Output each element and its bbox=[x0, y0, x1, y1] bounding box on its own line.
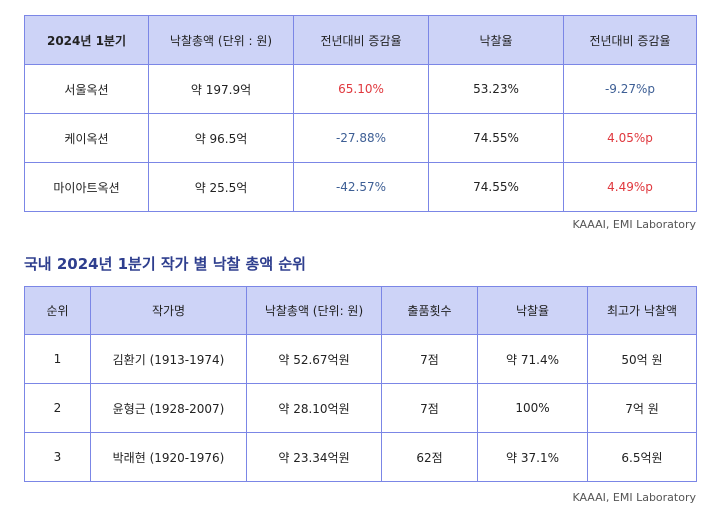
total-amount: 약 25.5억 bbox=[148, 162, 294, 212]
header-total: 낙찰총액 (단위 : 원) bbox=[148, 15, 294, 65]
header-rate: 낙찰율 bbox=[477, 286, 588, 335]
auction-house-name: 케이옥션 bbox=[24, 113, 149, 163]
total-amount: 약 52.67억원 bbox=[246, 334, 382, 384]
table-row: 2 윤형근 (1928-2007) 약 28.10억원 7점 100% 7억 원 bbox=[24, 383, 697, 433]
auction-house-name: 마이아트옥션 bbox=[24, 162, 149, 212]
auction-house-name: 서울옥션 bbox=[24, 64, 149, 114]
header-yoy-total: 전년대비 증감율 bbox=[293, 15, 429, 65]
table-header-row: 2024년 1분기 낙찰총액 (단위 : 원) 전년대비 증감율 낙찰율 전년대… bbox=[24, 15, 697, 65]
header-total: 낙찰총액 (단위: 원) bbox=[246, 286, 382, 335]
lot-count: 7점 bbox=[381, 383, 478, 433]
yoy-total-change: -42.57% bbox=[293, 162, 429, 212]
total-amount: 약 96.5억 bbox=[148, 113, 294, 163]
rank: 1 bbox=[24, 334, 91, 384]
header-rank: 순위 bbox=[24, 286, 91, 335]
total-amount: 약 23.34억원 bbox=[246, 432, 382, 482]
table-header-row: 순위 작가명 낙찰총액 (단위: 원) 출품횟수 낙찰율 최고가 낙찰액 bbox=[24, 286, 697, 335]
artist-name: 박래현 (1920-1976) bbox=[90, 432, 247, 482]
header-rate: 낙찰율 bbox=[428, 15, 564, 65]
header-yoy-rate: 전년대비 증감율 bbox=[563, 15, 697, 65]
source-credit: KAAAI, EMI Laboratory bbox=[572, 218, 696, 231]
header-top-price: 최고가 낙찰액 bbox=[587, 286, 697, 335]
winning-rate: 74.55% bbox=[428, 113, 564, 163]
auction-house-table: 2024년 1분기 낙찰총액 (단위 : 원) 전년대비 증감율 낙찰율 전년대… bbox=[24, 15, 697, 212]
winning-rate: 약 37.1% bbox=[477, 432, 588, 482]
table-row: 서울옥션 약 197.9억 65.10% 53.23% -9.27%p bbox=[24, 64, 697, 114]
yoy-total-change: -27.88% bbox=[293, 113, 429, 163]
table-row: 케이옥션 약 96.5억 -27.88% 74.55% 4.05%p bbox=[24, 113, 697, 163]
artist-ranking-table: 순위 작가명 낙찰총액 (단위: 원) 출품횟수 낙찰율 최고가 낙찰액 1 김… bbox=[24, 286, 697, 482]
top-price: 6.5억원 bbox=[587, 432, 697, 482]
rank: 3 bbox=[24, 432, 91, 482]
artist-name: 김환기 (1913-1974) bbox=[90, 334, 247, 384]
lot-count: 62점 bbox=[381, 432, 478, 482]
rank: 2 bbox=[24, 383, 91, 433]
winning-rate: 53.23% bbox=[428, 64, 564, 114]
top-price: 50억 원 bbox=[587, 334, 697, 384]
header-artist: 작가명 bbox=[90, 286, 247, 335]
table-row: 마이아트옥션 약 25.5억 -42.57% 74.55% 4.49%p bbox=[24, 162, 697, 212]
yoy-rate-change: 4.05%p bbox=[563, 113, 697, 163]
lot-count: 7점 bbox=[381, 334, 478, 384]
table-row: 3 박래현 (1920-1976) 약 23.34억원 62점 약 37.1% … bbox=[24, 432, 697, 482]
header-period: 2024년 1분기 bbox=[24, 15, 149, 65]
winning-rate: 약 71.4% bbox=[477, 334, 588, 384]
winning-rate: 74.55% bbox=[428, 162, 564, 212]
header-count: 출품횟수 bbox=[381, 286, 478, 335]
artist-name: 윤형근 (1928-2007) bbox=[90, 383, 247, 433]
winning-rate: 100% bbox=[477, 383, 588, 433]
section-title: 국내 2024년 1분기 작가 별 낙찰 총액 순위 bbox=[24, 255, 306, 273]
table-row: 1 김환기 (1913-1974) 약 52.67억원 7점 약 71.4% 5… bbox=[24, 334, 697, 384]
yoy-rate-change: 4.49%p bbox=[563, 162, 697, 212]
top-price: 7억 원 bbox=[587, 383, 697, 433]
total-amount: 약 197.9억 bbox=[148, 64, 294, 114]
yoy-rate-change: -9.27%p bbox=[563, 64, 697, 114]
total-amount: 약 28.10억원 bbox=[246, 383, 382, 433]
source-credit: KAAAI, EMI Laboratory bbox=[572, 491, 696, 504]
yoy-total-change: 65.10% bbox=[293, 64, 429, 114]
